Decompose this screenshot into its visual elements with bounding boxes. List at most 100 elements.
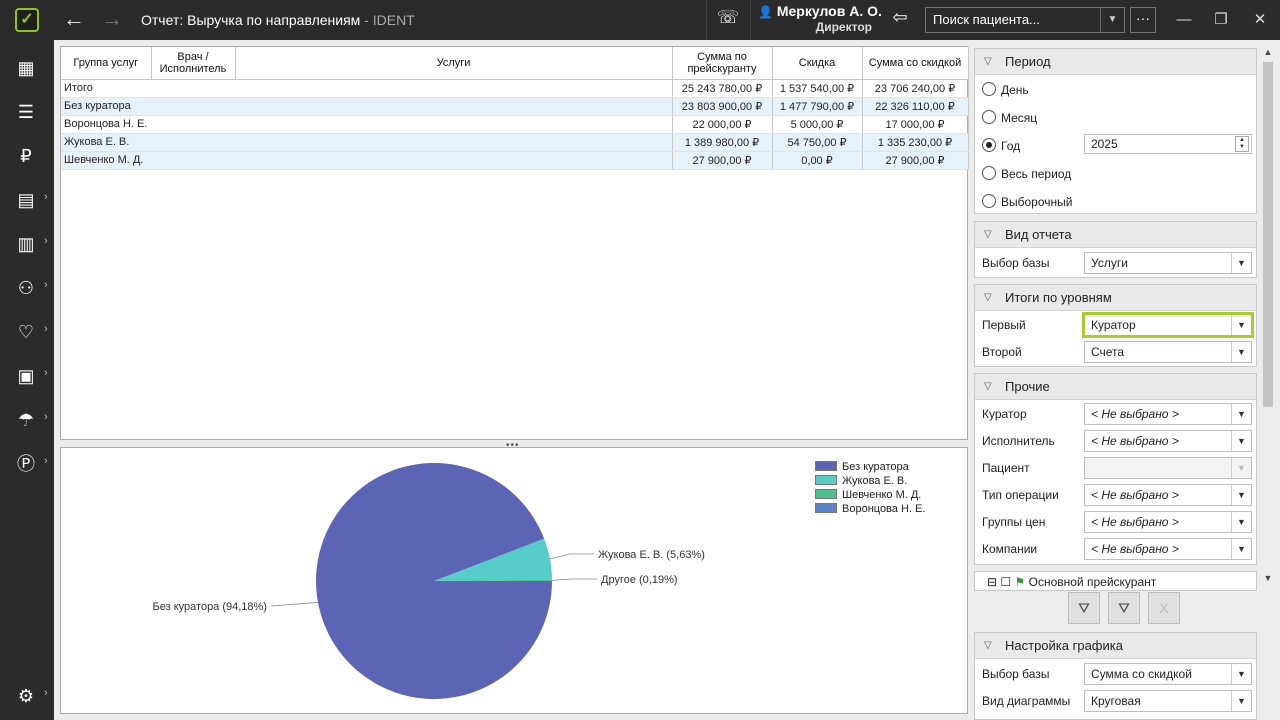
list-check-icon: ☰ — [17, 102, 35, 122]
row-total: 22 326 110,00 ₽ — [862, 97, 969, 116]
sidebar-item-calculator[interactable]: ▤ › — [0, 178, 54, 222]
sidebar-item-finance[interactable]: Ⓟ › — [0, 442, 54, 486]
panel-title: Прочие — [1005, 379, 1050, 394]
panel-header[interactable]: ▽ Итоги по уровням — [975, 285, 1256, 311]
column-header[interactable]: Сумма со скидкой — [862, 47, 969, 80]
panel-title: Период — [1005, 54, 1051, 69]
pie-chart: Без куратора (94,18%) Жукова Е. В. (5,63%… — [60, 447, 968, 714]
app-logo[interactable]: ✓ — [0, 0, 54, 40]
chevron-down-icon[interactable]: ▼ — [1231, 485, 1251, 505]
minimize-icon[interactable]: — — [1176, 11, 1192, 28]
user-info[interactable]: 👤 Меркулов А. О. Директор — [758, 3, 882, 34]
sidebar-item-dental[interactable]: ♡ › — [0, 310, 54, 354]
forward-arrow-icon[interactable]: → — [101, 6, 123, 31]
tree-checkbox[interactable]: ☐ — [1000, 575, 1012, 589]
radio-all-period[interactable] — [982, 166, 996, 180]
sidebar-item-schedule[interactable]: ▦ — [0, 46, 54, 90]
companies-select[interactable]: < Не выбрано > ▼ — [1084, 538, 1252, 560]
slice-leader-line — [270, 602, 318, 607]
chevron-down-icon[interactable]: ▼ — [1231, 691, 1251, 711]
sidebar-item-reports[interactable]: ▥ › — [0, 222, 54, 266]
excel-export-icon[interactable]: X — [1148, 592, 1180, 624]
report-grid[interactable]: Группа услуг Врач / Исполнитель Услуги С… — [60, 46, 969, 440]
sidebar-item-warehouse[interactable]: ▣ › — [0, 354, 54, 398]
restore-icon[interactable]: ❐ — [1214, 11, 1228, 28]
second-level-select[interactable]: Счета ▼ — [1084, 341, 1252, 363]
main-area: Группа услуг Врач / Исполнитель Услуги С… — [54, 40, 972, 720]
scroll-thumb[interactable] — [1263, 62, 1273, 407]
column-header[interactable]: Скидка — [772, 47, 863, 80]
slice-label: Другое (0,19%) — [601, 574, 678, 586]
chevron-down-icon[interactable]: ▼ — [1231, 315, 1251, 335]
chart-legend: Без куратора Жукова Е. В. Шевченко М. Д.… — [815, 460, 925, 516]
back-arrow-icon[interactable]: ← — [63, 6, 85, 31]
price-groups-select[interactable]: < Не выбрано > ▼ — [1084, 511, 1252, 533]
patient-search-input[interactable]: Поиск пациента... ▼ — [925, 7, 1125, 33]
pie-slice[interactable] — [434, 579, 552, 581]
row-sum: 27 900,00 ₽ — [672, 151, 773, 170]
column-header[interactable]: Услуги — [235, 47, 673, 80]
price-list-tree[interactable]: ⊟ ☐ ⚑ Основной прейскурант — [974, 571, 1257, 591]
chevron-down-icon[interactable]: ▼ — [1231, 342, 1251, 362]
chevron-down-icon[interactable]: ▼ — [1100, 8, 1124, 32]
table-row[interactable]: Итого 25 243 780,00 ₽ 1 537 540,00 ₽ 23 … — [61, 79, 969, 98]
logout-icon[interactable]: ⇦ — [892, 7, 908, 27]
sidebar-item-visits[interactable]: ☰ — [0, 90, 54, 134]
executor-select[interactable]: < Не выбрано > ▼ — [1084, 430, 1252, 452]
chevron-right-icon: › — [44, 191, 48, 203]
year-value: 2025 — [1091, 137, 1118, 151]
chart-base-select[interactable]: Сумма со скидкой ▼ — [1084, 663, 1252, 685]
radio-month[interactable] — [982, 110, 996, 124]
close-icon[interactable]: ✕ — [1253, 11, 1267, 28]
period-panel: ▽ Период День Месяц Год 2025 ▲ ▼ Весь перио… — [974, 48, 1257, 214]
chevron-down-icon[interactable]: ▼ — [1231, 512, 1251, 532]
spin-arrows-icon[interactable]: ▲ ▼ — [1235, 136, 1249, 152]
field-label: Куратор — [982, 407, 1027, 421]
sidebar-item-payments[interactable]: ₽ — [0, 134, 54, 178]
panel-header[interactable]: ▽ Прочие — [975, 374, 1256, 400]
column-header[interactable]: Сумма по прейскуранту — [672, 47, 773, 80]
splitter-handle[interactable]: ••• — [506, 440, 520, 451]
base-select[interactable]: Услуги ▼ — [1084, 252, 1252, 274]
curator-select[interactable]: < Не выбрано > ▼ — [1084, 403, 1252, 425]
radio-year[interactable] — [982, 138, 996, 152]
panel-header[interactable]: ▽ Настройка графика — [975, 633, 1256, 659]
select-value: < Не выбрано > — [1091, 515, 1179, 529]
panel-scrollbar[interactable]: ▲ ▼ — [1262, 46, 1274, 586]
table-row[interactable]: Шевченко М. Д. 27 900,00 ₽ 0,00 ₽ 27 900… — [61, 151, 969, 170]
panel-header[interactable]: ▽ Вид отчета — [975, 222, 1256, 248]
sidebar-item-staff[interactable]: ⚇ › — [0, 266, 54, 310]
pie-slice[interactable] — [434, 538, 552, 581]
table-row[interactable]: Воронцова Н. Е. 22 000,00 ₽ 5 000,00 ₽ 1… — [61, 115, 969, 134]
table-row[interactable]: Жукова Е. В. 1 389 980,00 ₽ 54 750,00 ₽ … — [61, 133, 969, 152]
chevron-down-icon[interactable]: ▼ — [1231, 404, 1251, 424]
phone-icon[interactable]: ☏ — [716, 7, 740, 27]
column-header[interactable]: Врач / Исполнитель — [151, 47, 236, 80]
sidebar-item-settings[interactable]: ⚙ › — [0, 674, 54, 718]
tree-expand-icon[interactable]: ⊟ — [987, 575, 998, 589]
row-name: Воронцова Н. Е. — [61, 115, 673, 134]
chevron-down-icon[interactable]: ▼ — [1231, 664, 1251, 684]
filter-clear-icon[interactable]: ⛛ — [1108, 592, 1140, 624]
scroll-up-icon[interactable]: ▲ — [1263, 47, 1273, 57]
panel-header[interactable]: ▽ Период — [975, 49, 1256, 75]
chevron-down-icon[interactable]: ▼ — [1231, 431, 1251, 451]
radio-custom[interactable] — [982, 194, 996, 208]
filter-add-icon[interactable]: ⛛ — [1068, 592, 1100, 624]
table-row[interactable]: Без куратора 23 803 900,00 ₽ 1 477 790,0… — [61, 97, 969, 116]
radio-day[interactable] — [982, 82, 996, 96]
tree-item[interactable]: ⊟ ☐ ⚑ Основной прейскурант — [987, 575, 1156, 589]
chevron-down-icon[interactable]: ▼ — [1231, 539, 1251, 559]
column-header[interactable]: Группа услуг — [61, 47, 152, 80]
more-options-button[interactable]: ··· — [1130, 7, 1156, 33]
app-name: - IDENT — [360, 12, 415, 28]
scroll-down-icon[interactable]: ▼ — [1263, 573, 1273, 583]
chart-type-select[interactable]: Круговая ▼ — [1084, 690, 1252, 712]
user-icon: 👤 — [758, 5, 773, 19]
chevron-down-icon[interactable]: ▼ — [1231, 253, 1251, 273]
patient-select[interactable]: ▼ — [1084, 457, 1252, 479]
first-level-select[interactable]: Куратор ▼ — [1082, 312, 1254, 338]
operation-type-select[interactable]: < Не выбрано > ▼ — [1084, 484, 1252, 506]
sidebar-item-insurance[interactable]: ☂ › — [0, 398, 54, 442]
year-spinner[interactable]: 2025 ▲ ▼ — [1084, 134, 1252, 154]
